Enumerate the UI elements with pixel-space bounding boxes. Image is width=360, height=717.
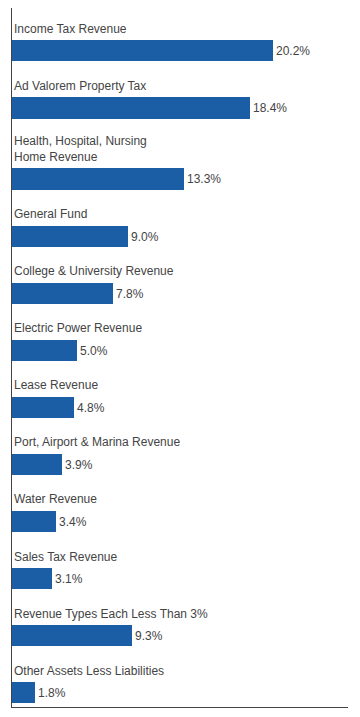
svg-text:5.0%: 5.0% [80, 344, 108, 358]
svg-text:4.8%: 4.8% [77, 401, 105, 415]
svg-text:9.3%: 9.3% [135, 629, 163, 643]
svg-text:Sales Tax Revenue: Sales Tax Revenue [14, 550, 118, 564]
svg-text:1.8%: 1.8% [38, 686, 66, 700]
svg-text:Lease Revenue: Lease Revenue [14, 378, 98, 392]
svg-text:Revenue Types Each Less Than 3: Revenue Types Each Less Than 3% [14, 607, 208, 621]
svg-text:3.1%: 3.1% [55, 572, 83, 586]
svg-text:9.0%: 9.0% [131, 230, 159, 244]
svg-text:Ad Valorem Property Tax: Ad Valorem Property Tax [14, 79, 146, 93]
svg-text:7.8%: 7.8% [116, 287, 144, 301]
svg-text:College & University Revenue: College & University Revenue [14, 264, 174, 278]
svg-text:20.2%: 20.2% [276, 44, 310, 58]
svg-text:Income Tax Revenue: Income Tax Revenue [14, 22, 127, 36]
svg-text:Port, Airport & Marina Revenue: Port, Airport & Marina Revenue [14, 435, 180, 449]
svg-text:Water Revenue: Water Revenue [14, 492, 97, 506]
svg-text:Electric Power Revenue: Electric Power Revenue [14, 321, 142, 335]
svg-text:3.4%: 3.4% [59, 515, 87, 529]
svg-text:13.3%: 13.3% [187, 172, 221, 186]
svg-text:General Fund: General Fund [14, 207, 87, 221]
svg-text:Other Assets Less Liabilities: Other Assets Less Liabilities [14, 664, 164, 678]
svg-text:18.4%: 18.4% [253, 101, 287, 115]
svg-text:3.9%: 3.9% [65, 458, 93, 472]
svg-text:Health, Hospital, NursingHome: Health, Hospital, NursingHome Revenue [14, 134, 147, 164]
